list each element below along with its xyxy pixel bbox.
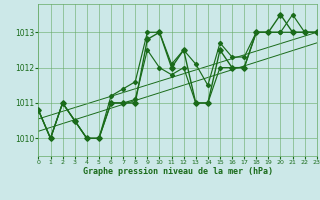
X-axis label: Graphe pression niveau de la mer (hPa): Graphe pression niveau de la mer (hPa) — [83, 167, 273, 176]
